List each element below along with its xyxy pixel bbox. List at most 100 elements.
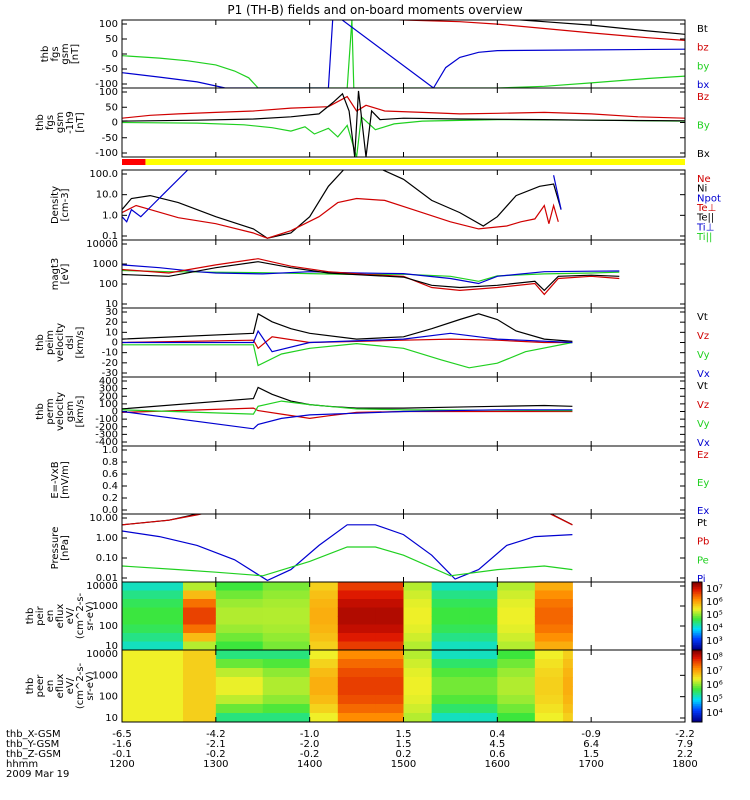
colorbar-cell	[692, 678, 702, 682]
spectrogram-cell	[262, 686, 311, 696]
colorbar-cell	[692, 686, 702, 689]
spectrogram-cell	[182, 641, 217, 650]
ephemeris-value: -2.2	[675, 729, 695, 740]
spectrogram-cell	[497, 599, 536, 608]
status-bar-segment	[145, 159, 686, 165]
spectrogram-cell	[403, 582, 433, 591]
spectrogram-cell	[497, 633, 536, 642]
spectrogram-cell	[337, 641, 376, 650]
panel-frame	[121, 169, 686, 241]
ytick-label: 0.6	[102, 469, 118, 480]
legend-Pe: Pe	[697, 555, 709, 566]
spectrogram-cell	[182, 650, 217, 660]
spectrogram-cell	[215, 641, 264, 650]
spectrogram-cell	[337, 590, 376, 600]
spectrogram-cell	[403, 695, 433, 705]
spectrogram-cell	[431, 599, 470, 608]
ytick-label: -20	[102, 358, 118, 369]
spectrogram-cell	[403, 599, 433, 608]
legend-Vx: Vx	[697, 438, 710, 449]
ephemeris-value: 0.4	[489, 729, 505, 740]
ylabel-line: sr-eV)	[85, 601, 96, 630]
ytick-label: -100	[95, 79, 118, 90]
spectrogram-cell	[497, 713, 536, 722]
spectrogram-cell	[122, 686, 184, 696]
spectrogram-cell	[469, 607, 498, 617]
spectrogram-cell	[215, 677, 264, 687]
spectrogram-cell	[309, 616, 339, 625]
colorbar-cell	[692, 587, 702, 590]
colorbar-cell	[692, 689, 702, 692]
spectrogram-cell	[563, 582, 573, 591]
colorbar-cell	[692, 644, 702, 648]
spectrogram-cell	[534, 677, 564, 687]
series-Te⊥	[122, 258, 620, 296]
spectrogram-cell	[375, 650, 404, 660]
spectrogram-cell	[262, 590, 311, 600]
colorbar-cell	[692, 650, 702, 653]
legend-Bz: Bz	[697, 92, 709, 103]
colorbar-cell	[692, 682, 702, 685]
ylabel-line: [km/s]	[75, 326, 86, 358]
colorbar-cell	[692, 588, 702, 591]
spectrogram-cell	[497, 704, 536, 714]
spectrogram-cell	[215, 650, 264, 660]
panel-density: Density[cm-3]100.010.01.00.1NeNiNpotTe⊥T…	[50, 169, 721, 243]
spectrogram-cell	[309, 713, 339, 722]
spectrogram-cell	[122, 659, 184, 669]
spectrogram-cell	[534, 641, 564, 650]
spectrogram-cell	[309, 633, 339, 642]
spectrogram-cell	[375, 624, 404, 634]
ylabel-line: E=-VxB	[50, 461, 61, 498]
spectrogram-cell	[182, 607, 217, 617]
colorbar-cell	[692, 612, 702, 615]
spectrogram-cell	[122, 633, 184, 642]
panel-peer: thbpeerenefluxeV/(cm^2-s-sr-eV) 10000 1000…	[25, 649, 723, 724]
ytick-label: -100	[95, 414, 118, 425]
ephemeris-label: thb_Y-GSM	[6, 739, 59, 750]
series-group	[122, 514, 573, 582]
panel-peim: thbpeimvelocitydsl[km/s] 3020100-10-20-30…	[35, 307, 710, 380]
spectrogram-cell	[431, 695, 470, 705]
spectrogram-cell	[262, 624, 311, 634]
spectrogram-cell	[215, 599, 264, 608]
series-Ni	[122, 170, 562, 239]
series-Ne	[122, 197, 559, 239]
status-bar-segment	[122, 159, 146, 165]
panel-pressure: Pressure[nPa] 10.00 1.00 0.10 0.01 Pt Pb Pe Pi	[50, 513, 709, 585]
ylabel-line: dsl	[65, 335, 76, 349]
ephemeris-value: 0.6	[489, 749, 505, 760]
spectrogram-cell	[563, 686, 573, 696]
spectrogram-cell	[563, 695, 573, 705]
legend-by: by	[697, 61, 709, 72]
spectrogram-cell	[469, 695, 498, 705]
spectrogram-cell	[337, 713, 376, 722]
colorbar-cell	[692, 609, 702, 612]
spectrogram-cell	[431, 677, 470, 687]
ylabel-line: (cm^2-s-	[75, 662, 86, 709]
colorbar-cell	[692, 700, 702, 703]
ytick-label: 1.0	[102, 445, 118, 456]
panel-magt3: magt3[eV] 10000 1000 100 10	[50, 239, 686, 310]
legend-Ti||: Ti||	[696, 232, 712, 243]
spectrogram-cell	[215, 695, 264, 705]
panel-ylabel: E=-VxB[mV/m]	[50, 461, 71, 499]
legend-By: By	[697, 121, 710, 132]
legend-Ne: Ne	[697, 174, 711, 185]
spectrogram-cell	[375, 695, 404, 705]
colorbar-cell	[692, 617, 702, 620]
spectrogram-cell	[122, 582, 184, 591]
spectrogram-cell	[403, 641, 433, 650]
spectrogram-cell	[337, 677, 376, 687]
colorbar-cell	[692, 599, 702, 602]
series-Ti⊥	[122, 264, 620, 285]
spectrogram-cell	[337, 633, 376, 642]
spectrogram-cell	[375, 641, 404, 650]
colorbar-cell	[692, 639, 702, 642]
spectrogram-cell	[309, 668, 339, 678]
spectrogram-cell	[262, 633, 311, 642]
spectrogram-cell	[375, 599, 404, 608]
spectrogram-cell	[182, 704, 217, 714]
